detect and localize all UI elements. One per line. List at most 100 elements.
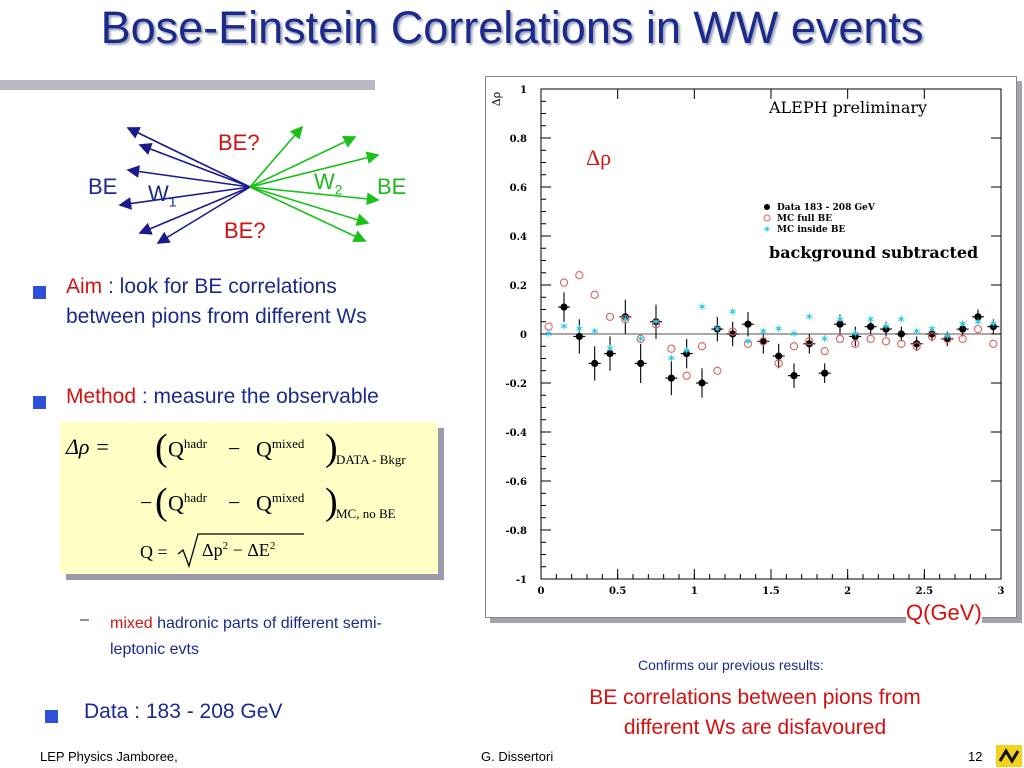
be-bottom-label: BE? bbox=[224, 218, 266, 243]
x-tick-label: 0.5 bbox=[609, 586, 626, 597]
mc-inside-be-point: ✶ bbox=[758, 325, 768, 339]
aim-bullet: Aim : look for BE correlations between p… bbox=[66, 275, 367, 328]
data-point bbox=[606, 350, 614, 358]
be-top-label: BE? bbox=[218, 130, 260, 155]
data-point bbox=[637, 359, 645, 367]
mc-inside-be-point: ✶ bbox=[666, 352, 676, 366]
mc-inside-be-point: ✶ bbox=[850, 327, 860, 341]
data-point bbox=[744, 320, 752, 328]
paren-close-2: ) bbox=[325, 481, 338, 523]
mc-full-be-point bbox=[912, 342, 921, 351]
mc-inside-be-point: ✶ bbox=[912, 325, 922, 339]
mc-inside-be-point: ✶ bbox=[712, 322, 722, 336]
mc-inside-be-point: ✶ bbox=[728, 305, 738, 319]
w2-label: W2 bbox=[314, 169, 343, 198]
data-point bbox=[989, 323, 997, 331]
mc-inside-be-point: ✶ bbox=[866, 312, 876, 326]
x-tick-label: 0 bbox=[538, 586, 545, 597]
data-bullet: Data : 183 - 208 GeV bbox=[84, 700, 283, 723]
confirms-text: Confirms our previous results: bbox=[638, 657, 824, 673]
legend-marker: ✶ bbox=[762, 224, 771, 236]
data-point bbox=[943, 335, 951, 343]
legend-marker bbox=[764, 204, 770, 210]
mc-inside-be-point: ✶ bbox=[896, 312, 906, 326]
mc-inside-be-point: ✶ bbox=[988, 317, 998, 331]
data-point bbox=[851, 332, 859, 341]
legend-entry: MC full BE bbox=[777, 214, 832, 224]
data-point bbox=[683, 350, 691, 358]
mc-full-be-point bbox=[835, 334, 845, 344]
mc-full-be-point bbox=[697, 342, 707, 351]
mc-full-be-point bbox=[805, 337, 814, 346]
mc-inside-be-point: ✶ bbox=[973, 315, 983, 329]
y-tick-label: 0.2 bbox=[510, 281, 527, 292]
mc-inside-be-point: ✶ bbox=[881, 320, 891, 334]
legend-entry: MC inside BE bbox=[777, 225, 845, 235]
data-point bbox=[667, 374, 675, 382]
mc-full-be-point bbox=[927, 332, 937, 341]
q-hadr-2: Qhadr bbox=[168, 490, 207, 516]
data-point bbox=[959, 325, 967, 333]
w1-label: W1 bbox=[148, 181, 177, 210]
mc-full-be-point bbox=[759, 337, 768, 346]
data-point bbox=[560, 303, 568, 311]
x-tick-label: 3 bbox=[998, 586, 1005, 597]
mc-full-be-point bbox=[958, 334, 967, 344]
y-tick-label: -0.4 bbox=[505, 428, 527, 439]
q-def-rhs: Δp2 − ΔE2 bbox=[202, 540, 276, 560]
be-right-label: BE bbox=[377, 174, 407, 199]
mc-inside-be-point: ✶ bbox=[789, 327, 799, 341]
legend-marker bbox=[763, 214, 771, 222]
paren-close-1: ) bbox=[325, 427, 338, 469]
data-point bbox=[790, 372, 798, 380]
q-mixed-2: Qmixed bbox=[256, 490, 305, 516]
q-mixed-1: Qmixed bbox=[256, 436, 305, 462]
q-hadr-1: Qhadr bbox=[168, 436, 207, 462]
y-tick-label: 0.4 bbox=[510, 232, 527, 243]
sub-data-bkgr: DATA - Bkgr bbox=[336, 452, 406, 467]
mc-full-be-point bbox=[651, 320, 661, 329]
mc-inside-be-point: ✶ bbox=[942, 329, 952, 343]
mc-full-be-point bbox=[590, 290, 599, 299]
mc-full-be-point bbox=[851, 339, 860, 348]
mc-inside-be-point: ✶ bbox=[559, 320, 569, 334]
mc-full-be-point bbox=[866, 334, 875, 344]
mc-full-be-point bbox=[575, 271, 584, 280]
mc-inside-be-point: ✶ bbox=[636, 332, 646, 346]
x-tick-label: 1.5 bbox=[762, 586, 779, 597]
mc-full-be-point bbox=[544, 322, 553, 331]
mc-full-be-point bbox=[789, 342, 799, 351]
q-def-lhs: Q = bbox=[140, 542, 168, 562]
mc-full-be-point bbox=[820, 346, 829, 356]
mc-full-be-point bbox=[897, 339, 906, 348]
mc-full-be-point bbox=[774, 359, 783, 368]
mc-full-be-point bbox=[989, 339, 998, 348]
mc-inside-be-point: ✶ bbox=[927, 322, 937, 336]
mc-inside-be-point: ✶ bbox=[605, 342, 615, 356]
page-number: 12 bbox=[968, 749, 983, 764]
data-point bbox=[575, 332, 583, 341]
chart-subtitle: background subtracted bbox=[769, 243, 978, 262]
data-point bbox=[591, 359, 599, 367]
mc-full-be-point bbox=[636, 334, 645, 344]
data-point bbox=[775, 352, 783, 360]
data-point bbox=[836, 320, 844, 328]
footer-left: LEP Physics Jamboree, bbox=[40, 749, 178, 764]
data-point bbox=[913, 340, 921, 348]
paren-open-1: ( bbox=[155, 427, 168, 469]
minus-3: − bbox=[228, 490, 241, 515]
w2-tracks bbox=[249, 125, 380, 243]
legend-entry: Data 183 - 208 GeV bbox=[777, 203, 876, 213]
plot-frame: 1 0.8 0.6 0.4 0.2 0 -0.2 -0.4 -0.6 -0.8 -1 0 0.5 1 1.5… bbox=[485, 76, 1017, 618]
mc-full-be-point bbox=[621, 315, 630, 324]
y-tick-label: -0.6 bbox=[505, 477, 527, 488]
mc-inside-be-point: ✶ bbox=[835, 312, 845, 326]
minus-1: − bbox=[228, 436, 241, 461]
x-axis-unit-label: Q(GeV) bbox=[906, 600, 982, 626]
data-point bbox=[897, 330, 905, 338]
rho-chart: 1 0.8 0.6 0.4 0.2 0 -0.2 -0.4 -0.6 -0.8 -1 0 0.5 1 1.5… bbox=[490, 85, 1005, 597]
ww-diagram bbox=[118, 125, 380, 244]
y-axis-label: Δρ bbox=[490, 92, 503, 106]
paren-open-2: ( bbox=[155, 481, 168, 523]
y-tick-label: 1 bbox=[520, 85, 527, 96]
